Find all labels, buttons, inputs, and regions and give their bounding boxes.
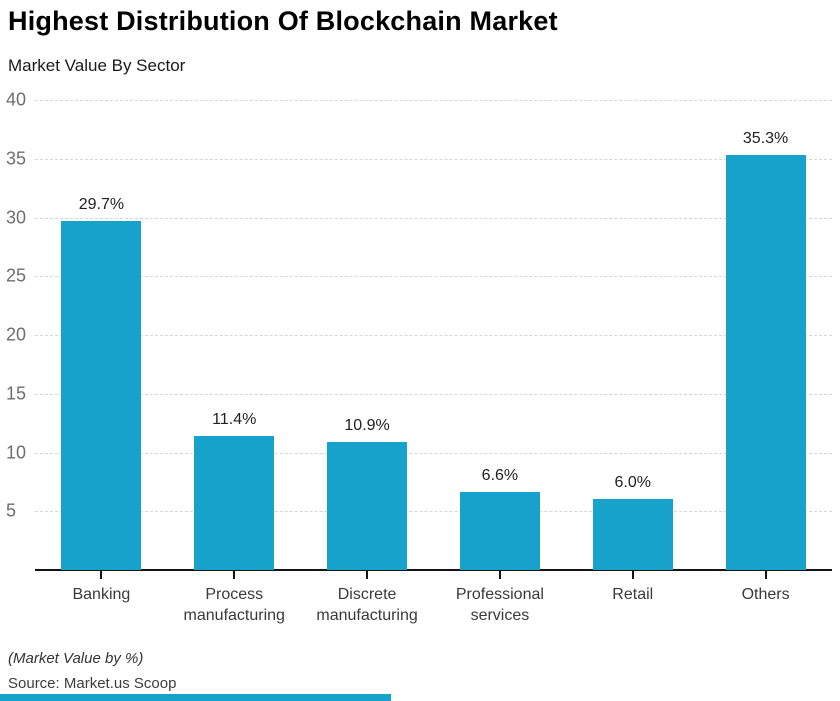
- y-axis-tick-label: 20: [6, 324, 27, 345]
- bar-value-label: 29.7%: [78, 196, 125, 213]
- x-axis-tick: [233, 571, 236, 579]
- grid-line: [35, 217, 832, 219]
- source-credit: Source: Market.us Scoop: [8, 675, 177, 692]
- x-axis-tick: [498, 571, 501, 579]
- bar: [459, 492, 540, 570]
- x-axis-tick: [631, 571, 634, 579]
- y-axis-tick-label: 10: [6, 442, 27, 462]
- grid-line: [35, 100, 832, 101]
- x-axis-label: Professional services: [455, 586, 544, 624]
- grid-line: [35, 276, 832, 278]
- y-axis-tick-label: 30: [6, 207, 27, 227]
- y-axis-tick-label: 5: [6, 500, 17, 521]
- bar: [725, 155, 806, 570]
- footnote: (Market Value by %): [8, 650, 144, 667]
- grid-line: [35, 452, 832, 454]
- x-axis-line: [35, 569, 832, 571]
- y-axis-tick-label: 25: [6, 265, 27, 286]
- x-axis-tick: [764, 571, 767, 579]
- grid-line: [35, 511, 832, 513]
- bar-value-label: 10.9%: [344, 417, 390, 434]
- bar-value-label: 35.3%: [742, 130, 789, 147]
- bar: [327, 442, 408, 570]
- chart-title: Highest Distribution Of Blockchain Marke…: [8, 6, 558, 36]
- bar: [592, 499, 673, 570]
- x-axis-label: Others: [741, 586, 790, 603]
- bar-value-label: 11.4%: [212, 411, 257, 428]
- bar-value-label: 6.0%: [614, 474, 651, 491]
- x-axis-tick: [366, 571, 369, 579]
- x-axis-label: Retail: [612, 586, 654, 603]
- bar: [61, 221, 142, 570]
- y-axis-tick-label: 40: [6, 89, 27, 110]
- grid-line: [35, 393, 832, 395]
- x-axis-label: Process manufacturing: [183, 586, 285, 624]
- chart-subtitle: Market Value By Sector: [8, 56, 186, 75]
- y-axis-tick-label: 15: [6, 383, 27, 404]
- bar: [194, 436, 275, 570]
- x-axis-tick: [100, 571, 103, 579]
- grid-line: [35, 158, 832, 160]
- bar-value-label: 6.6%: [481, 467, 519, 484]
- y-axis-tick-label: 35: [6, 148, 27, 169]
- x-axis-label: Banking: [72, 586, 131, 603]
- x-axis-label: Discrete manufacturing: [316, 586, 418, 624]
- brand-strip: [0, 694, 391, 701]
- grid-line: [35, 335, 832, 336]
